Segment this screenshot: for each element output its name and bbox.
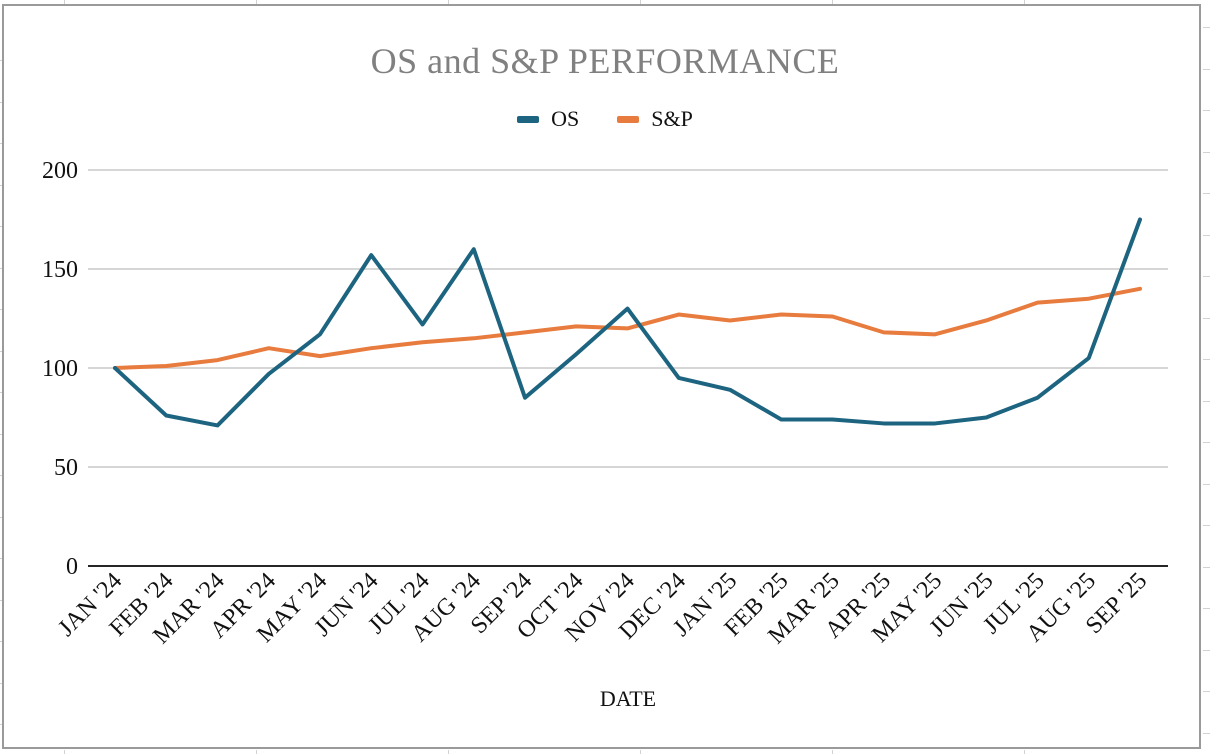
spreadsheet-gridline — [64, 0, 65, 4]
spreadsheet-gridline — [0, 475, 2, 476]
spreadsheet-gridline — [0, 683, 2, 684]
spreadsheet-gridline — [0, 102, 2, 103]
spreadsheet-gridline — [0, 434, 2, 435]
y-axis-label: 150 — [42, 257, 78, 283]
spreadsheet-gridline — [0, 558, 2, 559]
series-line-sp — [113, 286, 1142, 370]
y-axis-label: 0 — [66, 554, 78, 580]
spreadsheet-gridline — [1024, 750, 1025, 754]
spreadsheet-gridline — [0, 268, 2, 269]
legend-item-os: OS — [517, 106, 579, 132]
spreadsheet-gridline — [0, 517, 2, 518]
spreadsheet-gridline — [0, 60, 2, 61]
spreadsheet-gridline — [0, 641, 2, 642]
spreadsheet-gridline — [0, 600, 2, 601]
y-axis-label: 200 — [42, 158, 78, 184]
y-axis-label: 100 — [42, 356, 78, 382]
spreadsheet-gridline — [1203, 235, 1210, 236]
chart-legend: OS S&P — [0, 106, 1210, 132]
spreadsheet-gridline — [0, 724, 2, 725]
spreadsheet-gridline — [832, 750, 833, 754]
spreadsheet-gridline — [0, 392, 2, 393]
spreadsheet-gridline — [1024, 0, 1025, 4]
spreadsheet-gridline — [1203, 359, 1210, 360]
spreadsheet-gridline — [832, 0, 833, 4]
legend-item-sp: S&P — [617, 106, 693, 132]
spreadsheet-gridline — [1203, 276, 1210, 277]
spreadsheet-gridline — [0, 226, 2, 227]
spreadsheet-gridline — [1203, 69, 1210, 70]
spreadsheet-gridline — [1203, 525, 1210, 526]
spreadsheet-gridline — [1203, 110, 1210, 111]
spreadsheet-gridline — [1203, 733, 1210, 734]
legend-label-os: OS — [551, 106, 580, 131]
x-axis-title: DATE — [599, 686, 657, 711]
spreadsheet-gridline — [1203, 27, 1210, 28]
spreadsheet-gridline — [256, 750, 257, 754]
spreadsheet-gridline — [448, 0, 449, 4]
spreadsheet-gridline — [1203, 650, 1210, 651]
chart-title: OS and S&P PERFORMANCE — [370, 41, 840, 81]
spreadsheet-gridline — [1203, 691, 1210, 692]
spreadsheet-gridline — [1203, 567, 1210, 568]
spreadsheet-gridline — [0, 309, 2, 310]
spreadsheet-gridline — [640, 750, 641, 754]
y-axis-label: 50 — [54, 455, 78, 481]
spreadsheet-gridline — [256, 0, 257, 4]
series-line-os — [113, 217, 1142, 428]
spreadsheet-gridline — [1203, 152, 1210, 153]
spreadsheet-gridline — [64, 750, 65, 754]
os-series-swatch-icon — [517, 115, 540, 123]
spreadsheet-gridline — [1203, 193, 1210, 194]
chart-object-frame[interactable] — [2, 4, 1201, 749]
sp-series-swatch-icon — [617, 115, 640, 123]
spreadsheet-gridline — [1203, 608, 1210, 609]
legend-label-sp: S&P — [651, 106, 693, 131]
spreadsheet-gridline — [640, 0, 641, 4]
spreadsheet-gridline — [1203, 442, 1210, 443]
spreadsheet-gridline — [1203, 318, 1210, 319]
spreadsheet-gridline — [448, 750, 449, 754]
spreadsheet-gridline — [0, 143, 2, 144]
spreadsheet-gridline — [1203, 484, 1210, 485]
spreadsheet-gridline — [0, 185, 2, 186]
spreadsheet-gridline — [0, 351, 2, 352]
spreadsheet-gridline — [1203, 401, 1210, 402]
